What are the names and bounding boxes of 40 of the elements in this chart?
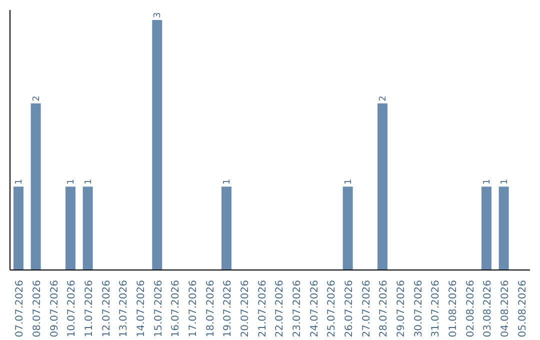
x-tick-label: 24.07.2026 (309, 280, 320, 338)
x-tick-label: 04.08.2026 (500, 280, 511, 338)
data-label: 1 (14, 178, 24, 185)
x-tick-label: 13.07.2026 (118, 280, 130, 338)
x-tick-label: 26.07.2026 (344, 280, 355, 338)
x-tick-label: 20.07.2026 (240, 280, 251, 338)
x-tick-label: 17.07.2026 (188, 280, 199, 338)
x-tick-label: 28.07.2026 (378, 280, 390, 338)
x-tick-label: 22.07.2026 (274, 280, 286, 338)
data-label: 3 (153, 12, 164, 18)
data-label: 1 (344, 178, 354, 185)
data-label: 1 (84, 178, 94, 185)
x-tick-label: 03.08.2026 (482, 280, 494, 338)
x-tick-label: 31.07.2026 (430, 280, 442, 338)
x-tick-label: 08.07.2026 (32, 280, 43, 338)
x-tick-label: 10.07.2026 (66, 280, 78, 338)
data-label: 1 (222, 178, 232, 185)
x-tick-label: 23.07.2026 (292, 280, 303, 338)
x-tick-label: 15.07.2026 (153, 280, 164, 338)
x-tick-label: 16.07.2026 (170, 280, 182, 338)
x-tick-label: 14.07.2026 (136, 280, 147, 338)
x-tick-label: 18.07.2026 (205, 280, 216, 338)
data-label: 2 (32, 96, 42, 102)
x-tick-label: 27.07.2026 (361, 280, 372, 338)
x-tick-label: 07.07.2026 (14, 280, 26, 338)
x-tick-label: 01.08.2026 (448, 280, 459, 338)
data-label: 2 (378, 96, 388, 102)
x-tick-label: 25.07.2026 (326, 280, 338, 338)
data-label: 1 (482, 178, 492, 185)
x-tick-label: 12.07.2026 (101, 280, 112, 338)
x-tick-label: 19.07.2026 (222, 280, 234, 338)
x-tick-label: 11.07.2026 (84, 280, 95, 338)
data-label: 1 (500, 178, 510, 185)
x-tick-label: 09.07.2026 (49, 280, 60, 338)
x-tick-label: 02.08.2026 (465, 280, 476, 338)
x-tick-label: 05.08.2026 (517, 280, 528, 338)
data-label: 1 (66, 178, 76, 185)
x-tick-label: 29.07.2026 (396, 280, 407, 338)
x-tick-label: 21.07.2026 (257, 280, 268, 338)
x-tick-label: 30.07.2026 (413, 280, 424, 338)
